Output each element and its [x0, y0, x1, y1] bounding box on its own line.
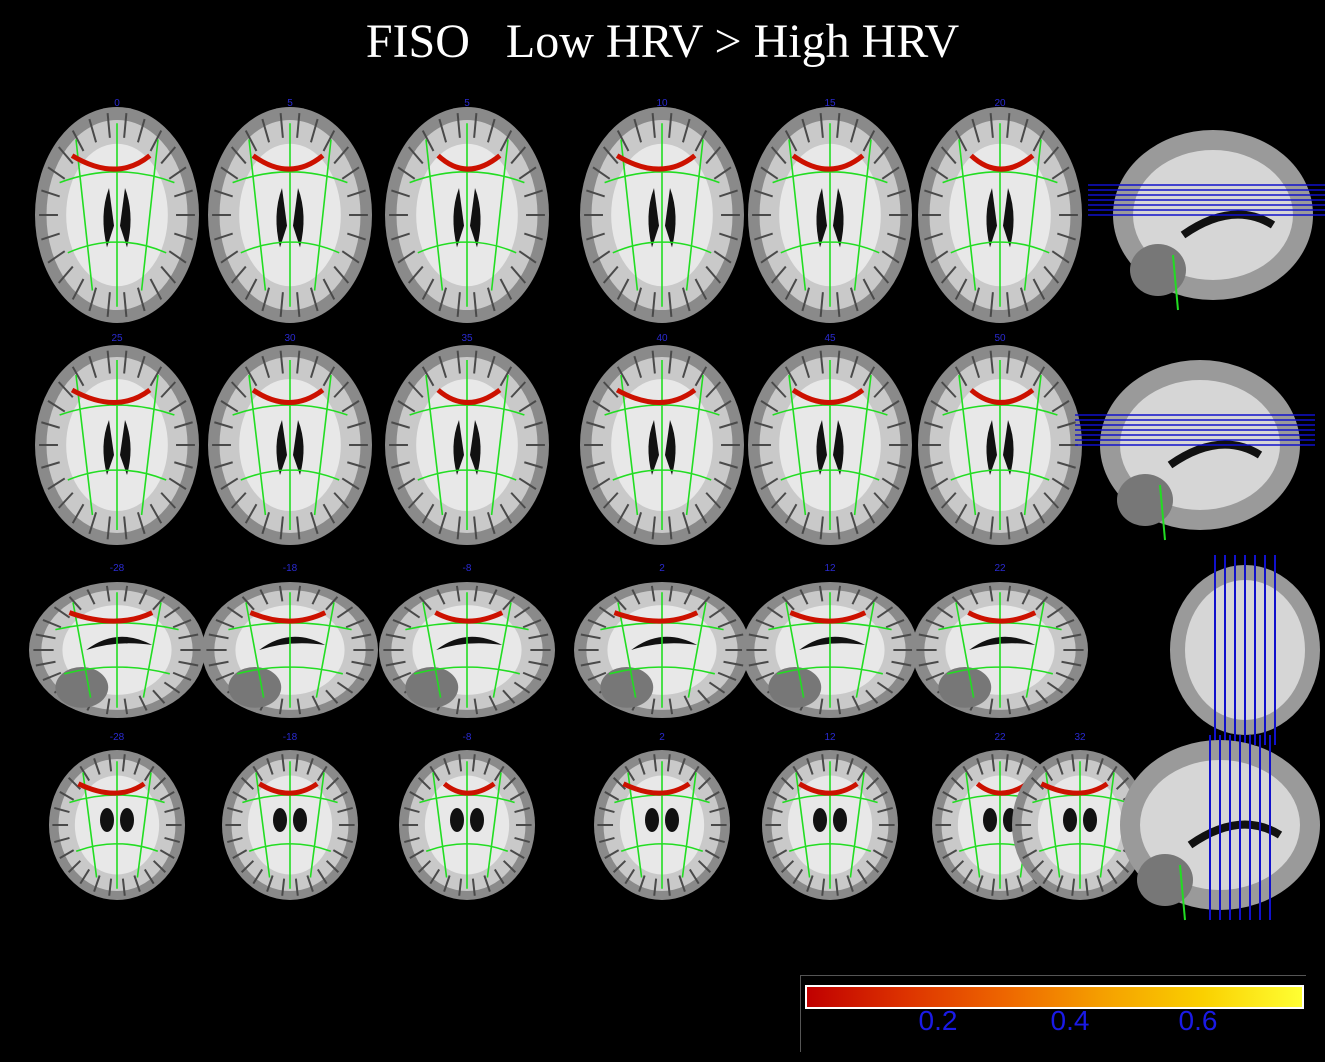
brain-slice-axial — [918, 107, 1082, 323]
slice-label: -18 — [282, 563, 298, 574]
slice-label: -18 — [282, 732, 298, 743]
brain-slice-axial — [580, 107, 744, 323]
brain-slice-axial — [208, 107, 372, 323]
slice-label: -8 — [462, 732, 472, 743]
slice-label: 5 — [464, 98, 470, 109]
brain-slice-axial — [385, 345, 549, 545]
slice-label: 12 — [824, 563, 836, 574]
brain-slice-coronal — [222, 750, 358, 900]
slice-label: 20 — [994, 98, 1006, 109]
slice-label: 25 — [111, 333, 123, 344]
slice-label: 12 — [824, 732, 836, 743]
slice-label: 45 — [824, 333, 836, 344]
slice-label: 40 — [656, 333, 668, 344]
slice-label: 10 — [656, 98, 668, 109]
brain-slice-axial — [35, 107, 199, 323]
figure-title: FISO Low HRV > High HRV — [365, 15, 960, 68]
brain-slice-sagittal — [202, 582, 378, 718]
slice-label: 22 — [994, 563, 1006, 574]
slice-label: 2 — [659, 563, 665, 574]
brain-slice-sagittal — [379, 582, 555, 718]
colorbar-frame — [800, 975, 1306, 1052]
slice-label: 32 — [1074, 732, 1086, 743]
brain-slice-axial — [748, 345, 912, 545]
brain-slice-sagittal — [912, 582, 1088, 718]
brain-slice-axial — [385, 107, 549, 323]
localizer-coronal — [1170, 555, 1320, 745]
slice-label: 15 — [824, 98, 836, 109]
slice-label: -8 — [462, 563, 472, 574]
localizer-sagittal — [1088, 130, 1325, 311]
brain-slice-sagittal — [742, 582, 918, 718]
slice-label: 0 — [114, 98, 120, 109]
slice-label: -28 — [109, 732, 125, 743]
localizer-sagittal — [1120, 735, 1320, 921]
brain-slice-axial — [918, 345, 1082, 545]
brain-slice-coronal — [762, 750, 898, 900]
colorbar — [805, 985, 1304, 1009]
slice-label: -28 — [109, 563, 125, 574]
brain-slice-axial — [748, 107, 912, 323]
brain-slice-axial — [35, 345, 199, 545]
colorbar-tick: 0.4 — [1050, 1005, 1090, 1036]
brain-slice-sagittal — [574, 582, 750, 718]
brain-slice-sagittal — [29, 582, 205, 718]
slice-label: 2 — [659, 732, 665, 743]
slice-label: 30 — [284, 333, 296, 344]
brain-slice-coronal — [49, 750, 185, 900]
brain-slice-axial — [580, 345, 744, 545]
slice-label: 22 — [994, 732, 1006, 743]
brain-slice-coronal — [399, 750, 535, 900]
slice-label: 50 — [994, 333, 1006, 344]
brain-slice-axial — [208, 345, 372, 545]
brain-slice-coronal — [1012, 750, 1148, 900]
localizer-sagittal — [1075, 360, 1315, 541]
colorbar-tick: 0.2 — [918, 1005, 958, 1036]
colorbar-tick: 0.6 — [1178, 1005, 1218, 1036]
brain-slice-coronal — [594, 750, 730, 900]
slice-label: 5 — [287, 98, 293, 109]
slice-label: 35 — [461, 333, 473, 344]
